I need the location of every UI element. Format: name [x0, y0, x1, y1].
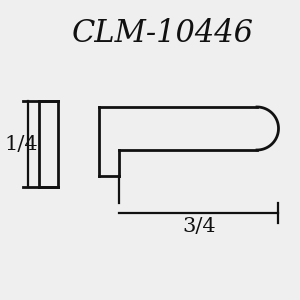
Text: 3/4: 3/4 — [182, 218, 216, 236]
Text: CLM-10446: CLM-10446 — [71, 18, 254, 49]
Text: 1/4: 1/4 — [4, 135, 38, 154]
